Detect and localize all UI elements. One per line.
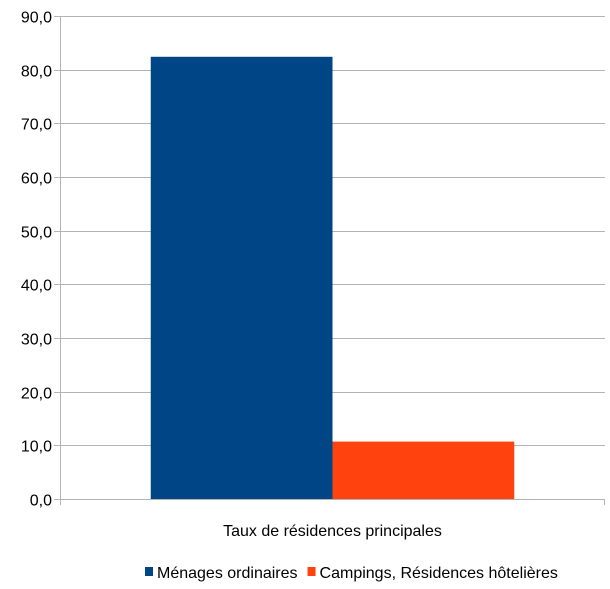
y-tick-label: 80,0 (21, 64, 52, 81)
bars (150, 56, 515, 499)
legend: Ménages ordinaires Campings, Résidences h… (145, 565, 558, 582)
y-tick-label: 40,0 (21, 278, 52, 295)
y-axis: 0,0 10,0 20,0 30,0 40,0 50,0 60,0 70,0 80,0 90,0 (21, 10, 61, 510)
legend-swatch-1 (145, 567, 153, 576)
x-axis-ticks (60, 499, 605, 505)
y-tick-label: 60,0 (21, 171, 52, 188)
bar-1 (150, 56, 333, 499)
y-tick-label: 0,0 (30, 493, 52, 510)
x-category-label: Taux de résidences principales (223, 523, 442, 540)
legend-label-1: Ménages ordinaires (157, 565, 298, 582)
legend-swatch-2 (307, 567, 316, 576)
y-tick-label: 50,0 (21, 225, 52, 242)
bar-2 (332, 441, 515, 499)
y-tick-label: 30,0 (21, 332, 52, 349)
y-tick-label: 70,0 (21, 117, 52, 134)
y-tick-label: 90,0 (21, 10, 52, 27)
y-tick-label: 20,0 (21, 386, 52, 403)
y-tick-label: 10,0 (21, 439, 52, 456)
legend-label-2: Campings, Résidences hôtelières (320, 565, 558, 582)
